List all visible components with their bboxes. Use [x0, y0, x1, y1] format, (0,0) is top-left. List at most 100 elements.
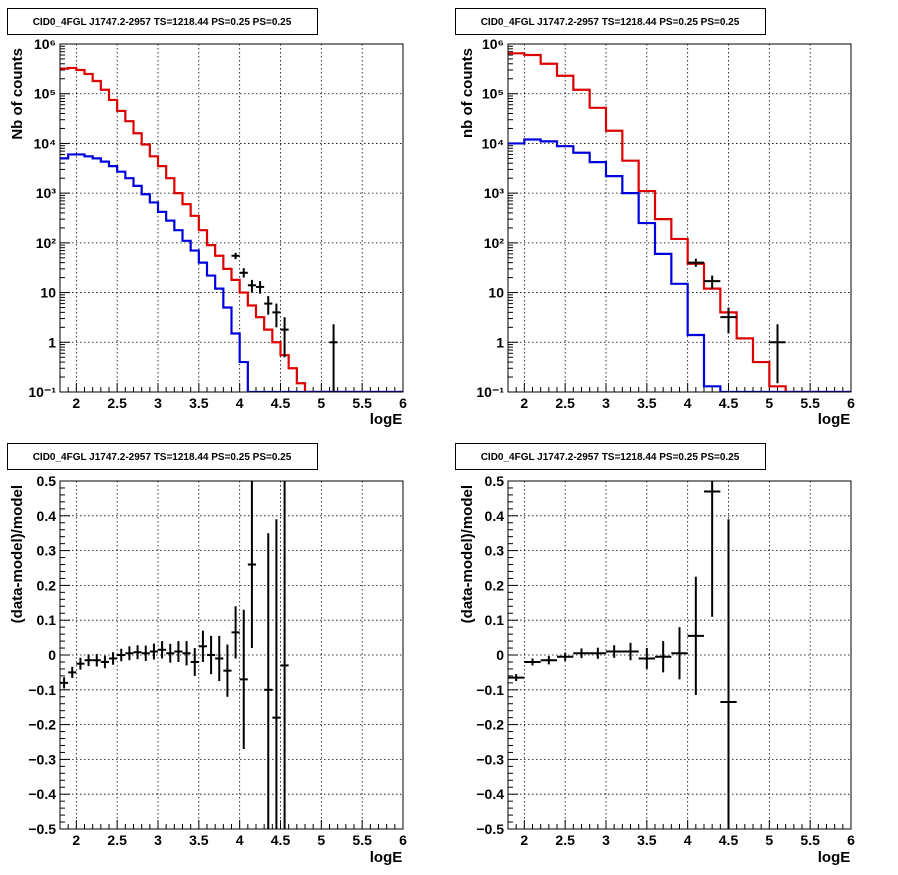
y-axis-label: nb of counts [459, 48, 476, 138]
y-tick-label: 10⁶ [34, 36, 56, 52]
data-point [638, 648, 655, 669]
y-axis-label: (data-model)/model [459, 485, 476, 623]
data-point [60, 677, 69, 689]
data-point [231, 606, 240, 659]
x-tick-label: 5 [765, 395, 773, 411]
title-box [455, 8, 766, 35]
panel-title: CID0_4FGL J1747.2-2957 TS=1218.44 PS=0.2… [33, 17, 292, 28]
data-point [207, 635, 216, 675]
y-tick-label: 10⁻¹ [476, 384, 504, 400]
data-point [76, 657, 85, 670]
data-point [622, 642, 639, 661]
panel-3: 2 2.5 3 3.5 4 4.5 5 5.5 6 −0.5 −0.4 −0.3 −0.2 −0.1 0 0.… [7, 443, 407, 866]
x-tick-label: 2.5 [555, 832, 575, 848]
data-point [166, 643, 175, 663]
data-point [231, 252, 240, 260]
y-tick-label: 10⁴ [34, 135, 57, 151]
y-tick-label: 0.1 [37, 612, 57, 628]
data-point [720, 307, 737, 334]
data-point [280, 481, 289, 829]
y-tick-label: 10³ [484, 185, 505, 201]
plot-frame [507, 480, 852, 830]
x-tick-label: 3 [602, 395, 610, 411]
y-axis-label: (data-model)/model [9, 485, 26, 623]
y-tick-label: 10² [36, 235, 57, 251]
x-tick-label: 6 [847, 395, 855, 411]
data-point [182, 641, 191, 666]
data-point [133, 645, 142, 660]
y-tick-label: −0.4 [28, 786, 56, 802]
y-tick-label: −0.3 [476, 751, 504, 767]
y-tick-label: −0.2 [28, 717, 56, 733]
x-tick-label: 4.5 [719, 395, 739, 411]
model-histogram [60, 66, 403, 392]
data-point [223, 644, 232, 697]
x-tick-label: 2 [520, 832, 528, 848]
data-point [109, 652, 118, 665]
data-point [92, 653, 101, 667]
x-tick-label: 3 [602, 832, 610, 848]
x-tick-label: 2 [72, 395, 80, 411]
data-point [272, 519, 281, 829]
data-point [573, 648, 590, 659]
x-tick-label: 5.5 [800, 395, 820, 411]
panel-1: 2 2.5 3 3.5 4 4.5 5 5.5 6 10⁻¹ 1 10 10² 10³ 10⁴ 10⁵ 10⁶ l… [7, 8, 407, 428]
plot-frame [507, 43, 852, 393]
data-point [174, 641, 183, 662]
data-point [606, 645, 623, 658]
x-tick-label: 2.5 [555, 395, 575, 411]
y-tick-label: 0.2 [37, 577, 57, 593]
data-point [671, 627, 688, 680]
data-point [247, 481, 256, 649]
y-tick-label: 10 [40, 285, 56, 301]
y-tick-label: −0.5 [28, 821, 56, 837]
x-tick-label: 5.5 [352, 395, 372, 411]
data-point [239, 609, 248, 749]
y-tick-label: 0.4 [37, 508, 57, 524]
x-tick-label: 5.5 [800, 832, 820, 848]
x-tick-label: 6 [399, 395, 407, 411]
panel-4: 2 2.5 3 3.5 4 4.5 5 5.5 6 −0.5 −0.4 −0.3 −0.2 −0.1 0 0.… [455, 443, 855, 866]
x-tick-label: 2.5 [107, 832, 127, 848]
x-axis-label: logE [818, 849, 851, 866]
data-point [508, 674, 525, 682]
data-point [198, 630, 207, 662]
data-point [247, 279, 256, 293]
x-tick-label: 3.5 [189, 832, 209, 848]
data-point [125, 646, 134, 661]
x-tick-label: 4 [236, 395, 244, 411]
y-tick-label: 10³ [36, 185, 57, 201]
data-point [149, 643, 158, 660]
title-box [7, 443, 318, 470]
x-tick-label: 4 [684, 832, 692, 848]
y-tick-label: 10⁴ [482, 135, 505, 151]
x-tick-label: 3.5 [637, 832, 657, 848]
x-tick-label: 3 [154, 395, 162, 411]
x-tick-label: 2.5 [107, 395, 127, 411]
x-axis-label: logE [370, 849, 403, 866]
x-tick-label: 3 [154, 832, 162, 848]
data-point [687, 258, 704, 267]
y-tick-label: 0.4 [485, 508, 505, 524]
y-tick-label: −0.1 [28, 682, 56, 698]
data-point [329, 324, 338, 392]
y-tick-label: 10⁵ [482, 86, 504, 102]
panel-title: CID0_4FGL J1747.2-2957 TS=1218.44 PS=0.2… [481, 17, 740, 28]
y-tick-label: 0.5 [37, 473, 57, 489]
x-tick-label: 4 [236, 832, 244, 848]
data-point [215, 635, 224, 682]
data-point [272, 303, 281, 328]
data-point [589, 647, 606, 659]
x-tick-label: 4 [684, 395, 692, 411]
plot-frame [59, 480, 404, 830]
data-point [524, 658, 541, 666]
y-tick-label: 1 [496, 334, 504, 350]
x-axis-label: logE [818, 411, 851, 428]
data-point [84, 654, 93, 667]
data-point [540, 656, 557, 665]
x-tick-label: 5 [765, 832, 773, 848]
data-point [280, 317, 289, 358]
data-point [264, 296, 273, 315]
x-tick-label: 3.5 [189, 395, 209, 411]
